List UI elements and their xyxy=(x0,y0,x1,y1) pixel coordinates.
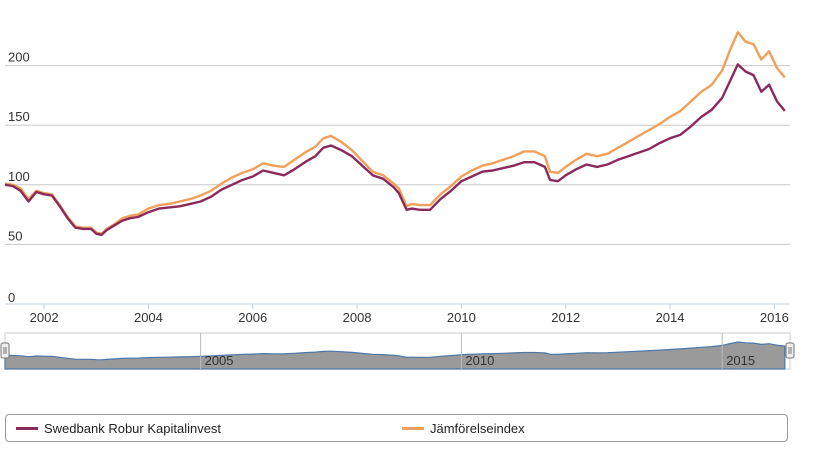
legend-label-series-2: Jämförelseindex xyxy=(430,420,525,436)
legend-swatch-series-2 xyxy=(402,426,424,430)
x-axis-ticks: 2002 2004 2006 2008 2010 2012 2014 2016 xyxy=(30,304,789,325)
series-lines xyxy=(4,31,786,237)
x-tick-label-2008: 2008 xyxy=(343,310,372,325)
x-tick-label-2010: 2010 xyxy=(447,310,476,325)
series-line-2 xyxy=(4,31,786,235)
y-axis-ticks: 0 50 100 150 200 xyxy=(8,50,30,305)
x-tick-label-2014: 2014 xyxy=(656,310,685,325)
x-tick-label-2004: 2004 xyxy=(134,310,163,325)
x-tick-label-2012: 2012 xyxy=(551,310,580,325)
navigator-label-2005: 2005 xyxy=(205,353,234,368)
legend: Swedbank Robur Kapitalinvest Jämförelsei… xyxy=(5,414,788,442)
x-tick-label-2002: 2002 xyxy=(30,310,59,325)
legend-item-series-2[interactable]: Jämförelseindex xyxy=(402,415,525,441)
legend-label-series-1: Swedbank Robur Kapitalinvest xyxy=(44,420,222,436)
x-tick-label-2016: 2016 xyxy=(760,310,789,325)
navigator[interactable]: 2005 2010 2015 xyxy=(0,332,795,370)
navigator-label-2015: 2015 xyxy=(726,353,755,368)
gridlines xyxy=(5,65,790,245)
y-tick-label-0: 0 xyxy=(8,290,15,305)
navigator-label-2010: 2010 xyxy=(465,353,494,368)
navigator-handle-right[interactable] xyxy=(785,342,795,359)
y-tick-label-50: 50 xyxy=(8,228,22,243)
y-tick-label-100: 100 xyxy=(8,169,30,184)
legend-swatch-series-1 xyxy=(16,426,38,430)
y-tick-label-150: 150 xyxy=(8,109,30,124)
series-line-1 xyxy=(4,63,786,237)
navigator-area xyxy=(4,341,786,370)
x-tick-label-2006: 2006 xyxy=(238,310,267,325)
navigator-handle-left[interactable] xyxy=(0,342,10,359)
legend-item-series-1[interactable]: Swedbank Robur Kapitalinvest xyxy=(16,415,221,441)
y-tick-label-200: 200 xyxy=(8,50,30,65)
